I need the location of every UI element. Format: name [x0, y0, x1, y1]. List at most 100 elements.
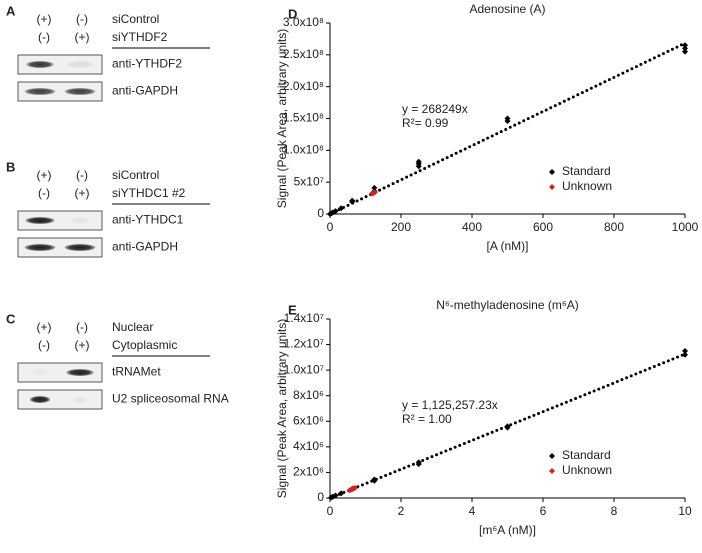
- condition-label: siYTHDC1 #2: [112, 186, 186, 200]
- band: [26, 61, 54, 68]
- x-tick-label: 6: [540, 504, 547, 518]
- band: [66, 369, 94, 376]
- blot: [17, 81, 103, 102]
- y-tick-label: 1.2x10⁷: [284, 337, 324, 351]
- y-tick-label: 3.0x10⁸: [283, 15, 324, 29]
- band: [29, 396, 51, 403]
- x-tick-label: 4: [469, 504, 476, 518]
- legend-marker: [549, 468, 555, 474]
- x-tick-label: 600: [533, 220, 553, 234]
- data-point: [332, 492, 339, 499]
- data-point: [504, 115, 511, 122]
- trendline-label: y = 268249x: [402, 102, 468, 116]
- x-tick-label: 200: [391, 220, 411, 234]
- data-point: [415, 459, 422, 466]
- condition-label: siControl: [112, 12, 159, 26]
- panel-letter: E: [288, 302, 297, 317]
- legend-marker: [549, 453, 555, 459]
- x-tick-label: 400: [462, 220, 482, 234]
- y-axis-label: Signal (Peak Area, arbitrary units): [275, 319, 289, 498]
- lane-sign: (+): [75, 30, 90, 44]
- y-tick-label: 1.4x10⁷: [284, 311, 324, 325]
- panel-letter: A: [6, 3, 16, 18]
- band: [69, 217, 91, 224]
- lane-sign: (-): [76, 12, 88, 26]
- blot: [17, 54, 103, 75]
- blot-label: anti-YTHDC1: [112, 213, 184, 227]
- lane-sign: (-): [38, 338, 50, 352]
- blot: [17, 210, 103, 231]
- trendline-label: y = 1,125,257.23x: [402, 398, 498, 412]
- blot: [17, 362, 103, 383]
- y-tick-label: 4x10⁶: [293, 439, 324, 453]
- annotation: R²= 0.99: [402, 116, 449, 130]
- annotation: R² = 1.00: [402, 412, 452, 426]
- x-tick-label: 0: [327, 504, 334, 518]
- x-tick-label: 800: [604, 220, 624, 234]
- chart-title: N⁶-methyladenosine (m⁶A): [436, 298, 579, 312]
- data-point: [682, 42, 688, 49]
- lane-sign: (+): [75, 186, 90, 200]
- data-point: [349, 197, 356, 204]
- legend-label: Unknown: [562, 463, 612, 477]
- data-point: [338, 490, 345, 497]
- x-tick-label: 1000: [672, 220, 699, 234]
- legend-marker: [549, 169, 555, 175]
- data-point: [682, 351, 688, 358]
- x-tick-label: 2: [398, 504, 405, 518]
- band: [24, 88, 56, 95]
- band: [24, 244, 56, 251]
- y-tick-label: 0: [317, 490, 324, 504]
- legend-label: Standard: [562, 448, 611, 462]
- y-tick-label: 2.5x10⁸: [283, 47, 324, 61]
- blot-label: anti-GAPDH: [112, 84, 178, 98]
- blot-label: U2 spliceosomal RNA: [112, 392, 229, 406]
- data-point: [682, 45, 688, 52]
- lane-sign: (-): [76, 168, 88, 182]
- band: [73, 396, 87, 403]
- band: [32, 369, 49, 376]
- condition-label: Nuclear: [112, 320, 153, 334]
- condition-label: siControl: [112, 168, 159, 182]
- x-tick-label: 10: [678, 504, 692, 518]
- lane-sign: (-): [38, 186, 50, 200]
- legend-label: Standard: [562, 164, 611, 178]
- legend-label: Unknown: [562, 179, 612, 193]
- lane-sign: (+): [75, 338, 90, 352]
- trendline: [328, 352, 687, 500]
- condition-label: siYTHDF2: [112, 30, 168, 44]
- x-axis-label: [m⁶A (nM)]: [479, 523, 536, 537]
- y-tick-label: 1.0x10⁸: [283, 143, 324, 157]
- lane-sign: (+): [37, 320, 52, 334]
- y-tick-label: 5x10⁷: [294, 174, 324, 188]
- data-point: [682, 48, 688, 55]
- trendline: [328, 41, 687, 216]
- y-tick-label: 1.5x10⁸: [283, 111, 324, 125]
- y-tick-label: 2x10⁶: [293, 465, 324, 479]
- panel-letter: B: [6, 159, 15, 174]
- blot: [17, 389, 103, 410]
- panel-letter: C: [6, 311, 16, 326]
- data-point: [682, 347, 688, 354]
- data-point: [338, 205, 345, 212]
- y-axis-label: Signal (Peak Area, arbitrary units): [275, 29, 289, 208]
- band: [25, 217, 55, 224]
- y-tick-label: 2.0x10⁸: [283, 79, 324, 93]
- data-point: [371, 189, 378, 196]
- condition-label: Cytoplasmic: [112, 338, 177, 352]
- blot-label: tRNAMet: [112, 365, 161, 379]
- band: [64, 88, 96, 95]
- data-point: [371, 184, 378, 191]
- blot: [17, 237, 103, 258]
- lane-sign: (+): [37, 12, 52, 26]
- data-point: [371, 476, 378, 483]
- band: [64, 244, 96, 251]
- y-tick-label: 6x10⁶: [293, 413, 324, 427]
- band: [66, 61, 94, 68]
- blot-label: anti-GAPDH: [112, 240, 178, 254]
- legend-marker: [549, 184, 555, 190]
- y-tick-label: 0: [317, 206, 324, 220]
- data-point: [332, 208, 339, 215]
- chart-title: Adenosine (A): [469, 2, 545, 16]
